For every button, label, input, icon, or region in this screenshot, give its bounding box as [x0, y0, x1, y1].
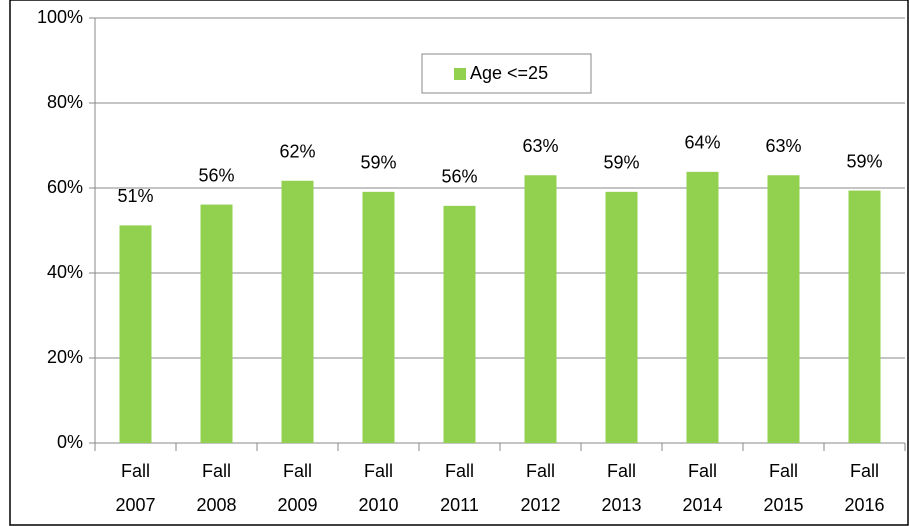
data-label: 56%: [198, 165, 234, 185]
data-label: 56%: [441, 167, 477, 187]
x-tick-label-line: 2010: [358, 495, 398, 515]
x-tick-label-line: Fall: [202, 461, 231, 481]
y-tick-label: 20%: [47, 347, 83, 367]
x-tick-label-line: 2012: [520, 495, 560, 515]
data-label: 59%: [603, 153, 639, 173]
bar: [767, 175, 800, 443]
x-tick-label: Fall 2016: [844, 461, 884, 515]
x-tick-label-line: 2013: [601, 495, 641, 515]
x-tick-label: Fall 2009: [277, 461, 317, 515]
bar: [362, 191, 395, 443]
x-tick-label-line: Fall: [850, 461, 879, 481]
x-tick-label-line: Fall: [283, 461, 312, 481]
bar: [524, 175, 557, 443]
x-tick-label-line: Fall: [688, 461, 717, 481]
y-tick-label: 80%: [47, 92, 83, 112]
data-label: 63%: [522, 136, 558, 156]
data-label: 64%: [684, 133, 720, 153]
data-label: 51%: [117, 186, 153, 206]
x-tick-label-line: 2011: [440, 495, 479, 515]
data-label: 59%: [846, 151, 882, 171]
y-tick-label: 0%: [57, 432, 83, 452]
y-tick-label: 100%: [37, 7, 83, 27]
bar: [848, 190, 881, 443]
bar: [686, 171, 719, 443]
x-tick-label-line: Fall: [445, 461, 474, 481]
x-tick-label: Fall 2010: [358, 461, 398, 515]
x-tick-label-line: Fall: [364, 461, 393, 481]
x-tick-label: Fall 2007: [115, 461, 155, 515]
y-tick-label: 60%: [47, 177, 83, 197]
x-tick-label-line: Fall: [769, 461, 798, 481]
x-tick-label: Fall 2012: [520, 461, 560, 515]
x-tick-label-line: Fall: [526, 461, 555, 481]
data-label: 59%: [360, 153, 396, 173]
legend-swatch: [454, 68, 466, 80]
x-tick-label-line: Fall: [121, 461, 150, 481]
x-tick-label-line: 2016: [844, 495, 884, 515]
y-tick-label: 40%: [47, 262, 83, 282]
x-tick-label-line: 2015: [763, 495, 803, 515]
x-tick-label: Fall 2014: [682, 461, 722, 515]
x-tick-label: Fall 2013: [601, 461, 641, 515]
bar: [443, 205, 476, 443]
bar: [200, 204, 233, 443]
x-tick-label-line: 2009: [277, 495, 317, 515]
x-tick-label-line: 2007: [115, 495, 155, 515]
bar: [119, 225, 152, 443]
x-tick-label-line: 2008: [196, 495, 236, 515]
x-tick-label: Fall 2011: [440, 461, 479, 515]
data-label: 63%: [765, 136, 801, 156]
bar: [281, 180, 314, 443]
x-tick-label: Fall 2008: [196, 461, 236, 515]
legend-box: [421, 53, 592, 94]
x-tick-label-line: Fall: [607, 461, 636, 481]
data-label: 62%: [279, 142, 315, 162]
legend-label: Age <=25: [470, 63, 548, 83]
bar: [605, 191, 638, 443]
x-tick-label-line: 2014: [682, 495, 722, 515]
x-tick-label: Fall 2015: [763, 461, 803, 515]
